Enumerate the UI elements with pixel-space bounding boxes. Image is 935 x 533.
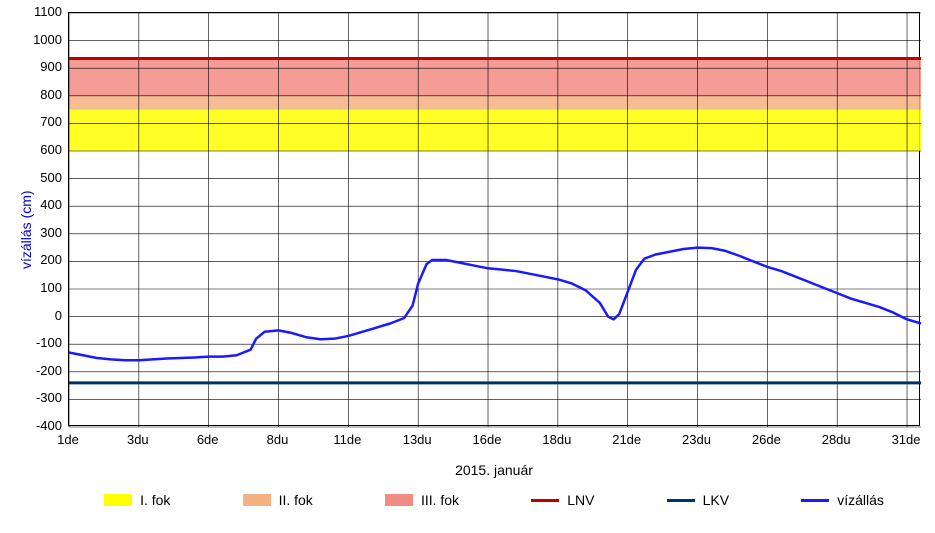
x-tick-label: 28du [822,432,851,447]
x-tick-label: 8du [267,432,289,447]
y-tick-label: 500 [12,170,62,185]
legend-swatch-line [667,499,695,502]
legend-swatch-band [104,494,132,506]
y-tick-label: 700 [12,114,62,129]
chart-container: vízállás (cm) 2015. január I. fokII. fok… [0,0,935,533]
legend-swatch-band [385,494,413,506]
y-tick-label: -400 [12,418,62,433]
x-tick-label: 18du [542,432,571,447]
band-i-fok [69,110,921,151]
x-tick-label: 23du [682,432,711,447]
legend-label: I. fok [140,492,170,508]
y-tick-label: 400 [12,197,62,212]
y-tick-label: 800 [12,87,62,102]
y-tick-label: 900 [12,59,62,74]
legend-swatch-line [531,499,559,502]
legend-label: LNV [567,492,594,508]
legend-item: LKV [667,492,729,508]
x-tick-label: 6de [197,432,219,447]
legend-item: vízállás [801,492,884,508]
y-tick-label: 200 [12,252,62,267]
legend-item: LNV [531,492,594,508]
legend-label: vízállás [837,492,884,508]
y-tick-label: 600 [12,142,62,157]
y-tick-label: 1100 [12,4,62,19]
y-tick-label: -300 [12,390,62,405]
legend: I. fok II. fok III. fok LNV LKV vízállás [68,492,920,508]
y-tick-label: 300 [12,225,62,240]
x-tick-label: 11de [333,432,361,447]
x-tick-label: 31de [892,432,921,447]
legend-swatch-line [801,499,829,502]
band-ii-fok [69,96,921,110]
x-tick-label: 16de [473,432,502,447]
x-tick-label: 1de [57,432,79,447]
legend-item: III. fok [385,492,459,508]
x-axis-label: 2015. január [68,462,920,478]
x-tick-label: 13du [403,432,432,447]
legend-label: II. fok [279,492,313,508]
y-tick-label: 1000 [12,32,62,47]
y-tick-label: 100 [12,280,62,295]
y-tick-label: 0 [12,308,62,323]
legend-item: II. fok [243,492,313,508]
plot-area [68,12,920,426]
legend-label: III. fok [421,492,459,508]
legend-swatch-band [243,494,271,506]
x-tick-label: 26de [752,432,781,447]
x-tick-label: 21de [612,432,641,447]
y-tick-label: -100 [12,335,62,350]
series-line [69,248,921,361]
legend-label: LKV [703,492,729,508]
legend-item: I. fok [104,492,170,508]
y-tick-label: -200 [12,363,62,378]
band-iii-fok [69,60,921,96]
x-tick-label: 3du [127,432,149,447]
